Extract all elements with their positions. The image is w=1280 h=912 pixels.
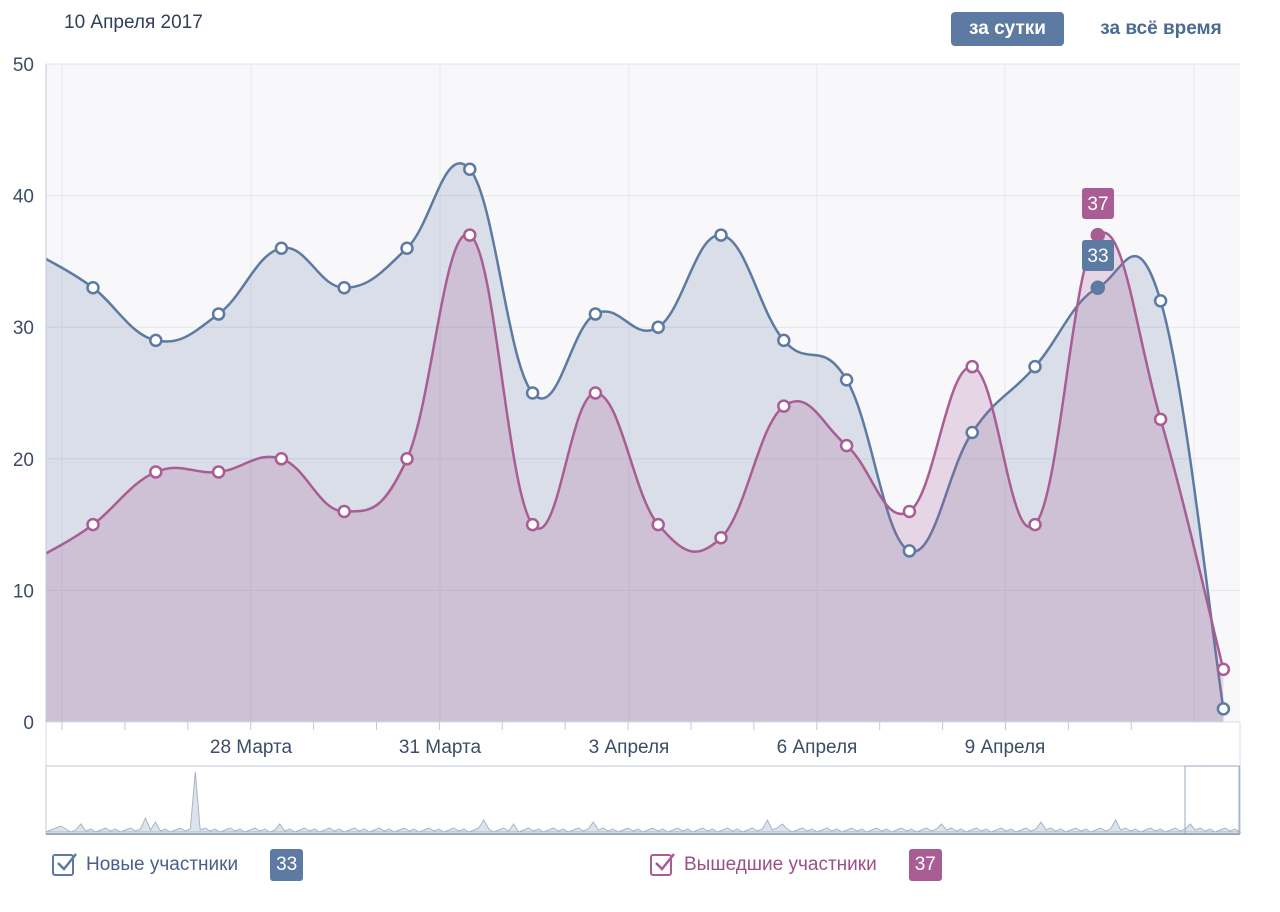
check-icon [57, 853, 77, 871]
navigator-frame [45, 765, 1241, 835]
point-new-members[interactable] [588, 307, 603, 321]
y-axis: 0 10 20 30 40 50 [13, 55, 47, 734]
legend-left-count: 37 [908, 849, 942, 881]
x-tick-label: 3 Апреля [589, 737, 670, 758]
legend-new-members[interactable]: Новые участники 33 [52, 847, 304, 883]
value-tooltips: 37 33 [1082, 188, 1114, 271]
point-left-members[interactable] [839, 438, 854, 453]
point-left-members[interactable] [777, 399, 791, 413]
point-left-members[interactable] [211, 465, 226, 479]
point-left-members[interactable] [463, 228, 477, 242]
point-new-members[interactable] [211, 307, 226, 321]
tooltip-new-badge [1082, 240, 1114, 271]
point-new-members[interactable] [965, 425, 979, 440]
point-new-members[interactable] [525, 386, 540, 400]
point-new-members[interactable] [839, 373, 854, 387]
point-new-members[interactable] [400, 241, 414, 255]
point-new-members[interactable] [777, 333, 791, 348]
point-new-members[interactable] [651, 320, 665, 334]
point-new-members[interactable] [86, 280, 100, 295]
legend-new-count: 33 [270, 849, 304, 881]
point-new-members[interactable] [274, 241, 289, 255]
legend-new-label: Новые участники [86, 854, 239, 875]
point-left-members[interactable] [337, 504, 351, 519]
point-left-members[interactable] [525, 517, 540, 532]
x-axis-band [45, 721, 1241, 767]
tooltip-new-value: 33 [1087, 246, 1108, 267]
point-left-members[interactable] [400, 452, 414, 466]
tooltip-left-value: 37 [1087, 194, 1108, 215]
y-tick-label: 20 [13, 450, 34, 471]
point-new-members[interactable] [1216, 702, 1231, 716]
x-tick-label: 31 Марта [399, 737, 482, 758]
point-new-members[interactable] [1090, 280, 1106, 295]
date-label: 10 Апреля 2017 [64, 12, 203, 33]
x-tick-label: 6 Апреля [777, 737, 858, 758]
point-new-members[interactable] [463, 162, 477, 177]
point-left-members[interactable] [965, 359, 979, 374]
x-tick-label: 9 Апреля [965, 737, 1046, 758]
x-axis: 28 Марта 31 Марта 3 Апреля 6 Апреля 9 Апреля [45, 721, 1241, 767]
point-left-members[interactable] [1153, 412, 1168, 427]
y-tick-label: 50 [13, 55, 34, 76]
point-new-members[interactable] [714, 228, 728, 242]
point-left-members[interactable] [714, 531, 728, 545]
checkbox-left-members[interactable] [650, 853, 675, 876]
point-left-members[interactable] [1090, 227, 1106, 243]
legend-left-label: Вышедшие участники [684, 854, 877, 875]
checkbox-new-members[interactable] [52, 853, 77, 876]
point-left-members[interactable] [274, 452, 289, 466]
point-left-members[interactable] [902, 504, 917, 519]
point-left-members[interactable] [588, 386, 603, 400]
series-areas [45, 162, 1225, 723]
point-left-members[interactable] [1028, 517, 1042, 532]
point-left-members[interactable] [149, 465, 163, 479]
y-tick-label: 10 [13, 581, 34, 602]
series-points[interactable] [86, 162, 1231, 716]
y-tick-label: 0 [23, 713, 34, 734]
range-navigator[interactable] [45, 765, 1242, 835]
y-tick-label: 30 [13, 318, 34, 339]
point-new-members[interactable] [337, 280, 351, 295]
point-left-members[interactable] [1216, 662, 1231, 677]
point-new-members[interactable] [1153, 294, 1168, 308]
y-tick-label: 40 [13, 187, 34, 208]
point-left-members[interactable] [651, 517, 665, 532]
point-left-members[interactable] [86, 517, 100, 532]
plot-background [46, 64, 1240, 722]
area-new-members [46, 163, 1224, 723]
point-new-members[interactable] [902, 544, 917, 558]
period-day-button[interactable]: за сутки [951, 12, 1064, 46]
tooltip-left-badge [1082, 188, 1114, 219]
x-tick-label: 28 Марта [210, 737, 293, 758]
period-all-time-button[interactable]: за всё время [1100, 18, 1222, 39]
point-new-members[interactable] [149, 333, 163, 348]
legend-left-members[interactable]: Вышедшие участники 37 [650, 847, 942, 883]
line-left-members [45, 231, 1225, 670]
point-new-members[interactable] [1028, 359, 1042, 374]
navigator-series [45, 771, 1242, 833]
check-icon [655, 853, 675, 871]
area-left-members [46, 232, 1224, 722]
